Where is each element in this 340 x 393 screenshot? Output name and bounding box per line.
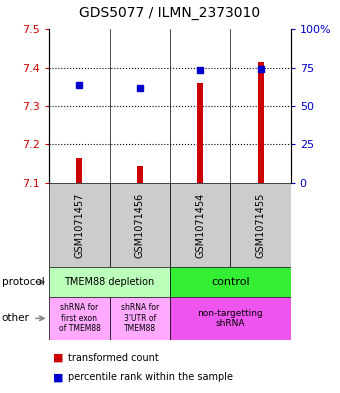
Bar [257, 62, 264, 183]
Bar [109, 183, 170, 267]
Text: shRNA for
3'UTR of
TMEM88: shRNA for 3'UTR of TMEM88 [121, 303, 159, 333]
Text: non-targetting
shRNA: non-targetting shRNA [198, 309, 263, 328]
Text: ■: ■ [53, 372, 63, 382]
Bar [170, 183, 231, 267]
Text: control: control [211, 277, 250, 287]
Bar [230, 183, 291, 267]
Text: other: other [2, 313, 30, 323]
Bar [49, 267, 170, 297]
Bar [197, 83, 203, 183]
Bar [49, 183, 109, 267]
Text: GSM1071457: GSM1071457 [74, 192, 84, 258]
Text: GSM1071456: GSM1071456 [135, 192, 145, 258]
Text: shRNA for
first exon
of TMEM88: shRNA for first exon of TMEM88 [58, 303, 100, 333]
Bar [137, 165, 143, 183]
Text: GSM1071454: GSM1071454 [195, 192, 205, 258]
Text: TMEM88 depletion: TMEM88 depletion [65, 277, 155, 287]
Bar [49, 297, 109, 340]
Text: ■: ■ [53, 353, 63, 363]
Bar [76, 158, 83, 183]
Text: transformed count: transformed count [68, 353, 159, 363]
Text: protocol: protocol [2, 277, 45, 287]
Bar [170, 297, 291, 340]
Text: GDS5077 / ILMN_2373010: GDS5077 / ILMN_2373010 [80, 6, 260, 20]
Bar [109, 297, 170, 340]
Bar [170, 267, 291, 297]
Text: percentile rank within the sample: percentile rank within the sample [68, 372, 233, 382]
Text: GSM1071455: GSM1071455 [256, 192, 266, 258]
